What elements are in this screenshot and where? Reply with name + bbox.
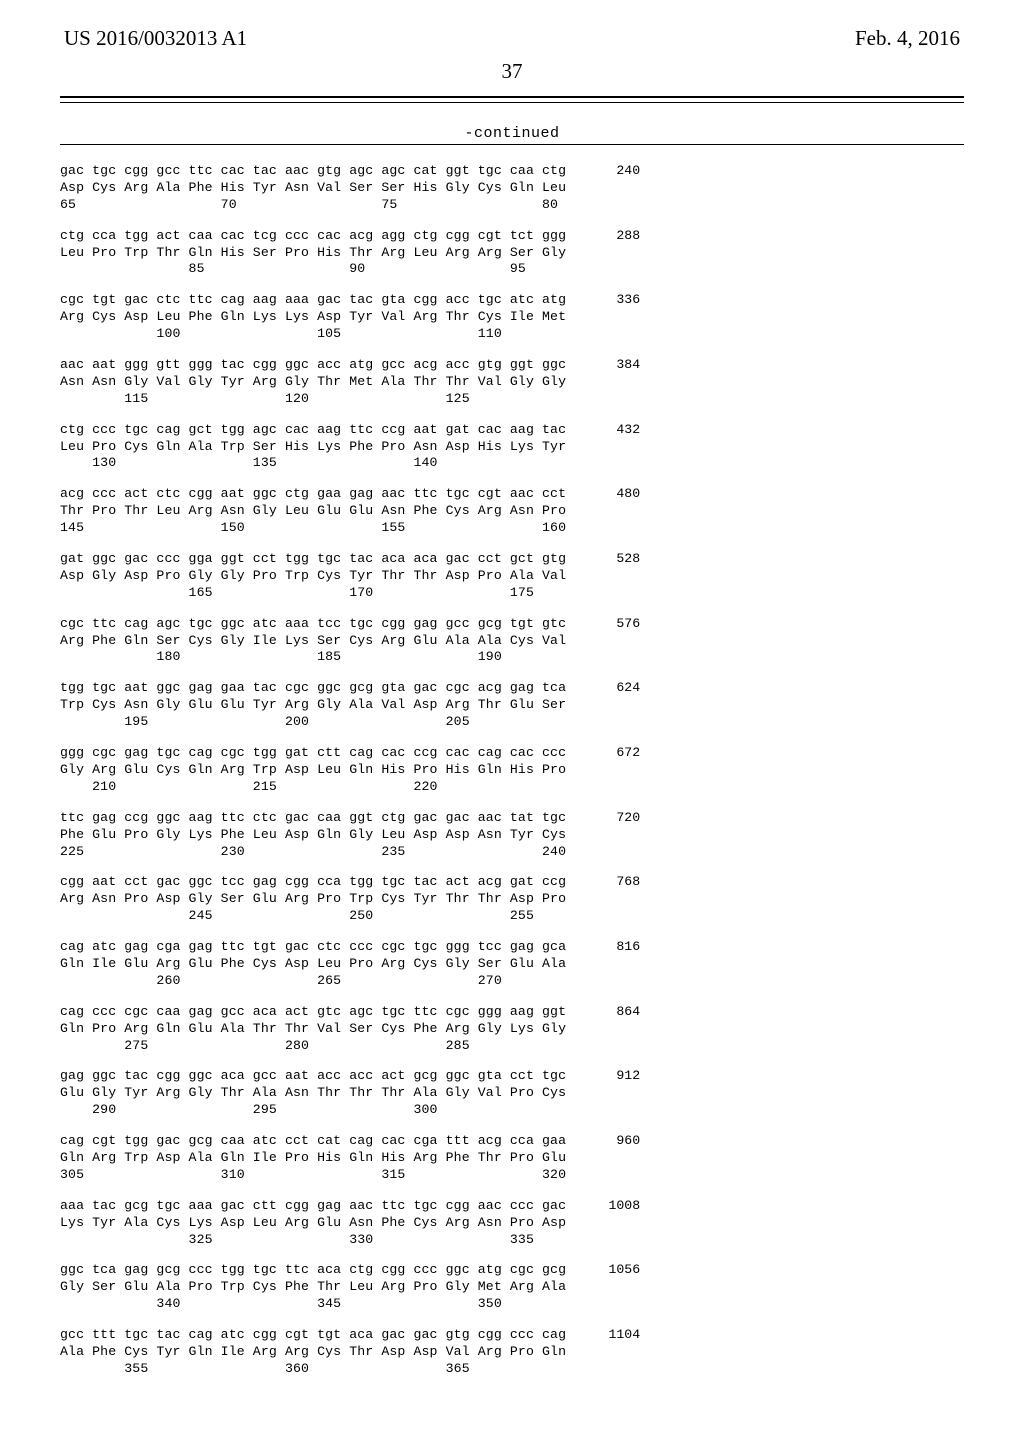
sequence-position: 240 (566, 163, 640, 214)
sequence-lines: cgc ttc cag agc tgc ggc atc aaa tcc tgc … (60, 616, 566, 667)
sequence-position: 720 (566, 810, 640, 861)
sequence-block: aaa tac gcg tgc aaa gac ctt cgg gag aac … (60, 1198, 964, 1249)
sequence-block: cag ccc cgc caa gag gcc aca act gtc agc … (60, 1004, 964, 1055)
sequence-position: 960 (566, 1133, 640, 1184)
sequence-position: 672 (566, 745, 640, 796)
sequence-lines: ggc tca gag gcg ccc tgg tgc ttc aca ctg … (60, 1262, 566, 1313)
sequence-position: 1008 (566, 1198, 640, 1249)
sequence-block: ggc tca gag gcg ccc tgg tgc ttc aca ctg … (60, 1262, 964, 1313)
sequence-lines: cgg aat cct gac ggc tcc gag cgg cca tgg … (60, 874, 566, 925)
sequence-block: tgg tgc aat ggc gag gaa tac cgc ggc gcg … (60, 680, 964, 731)
sequence-block: ctg ccc tgc cag gct tgg agc cac aag ttc … (60, 422, 964, 473)
sequence-position: 1104 (566, 1327, 640, 1378)
sequence-block: gat ggc gac ccc gga ggt cct tgg tgc tac … (60, 551, 964, 602)
sequence-block: gag ggc tac cgg ggc aca gcc aat acc acc … (60, 1068, 964, 1119)
sequence-position: 624 (566, 680, 640, 731)
sequence-block: aac aat ggg gtt ggg tac cgg ggc acc atg … (60, 357, 964, 408)
page-number: 37 (60, 59, 964, 84)
page: US 2016/0032013 A1 Feb. 4, 2016 37 -cont… (0, 0, 1024, 1432)
sequence-block: gac tgc cgg gcc ttc cac tac aac gtg agc … (60, 163, 964, 214)
sequence-position: 1056 (566, 1262, 640, 1313)
sequence-position: 528 (566, 551, 640, 602)
sequence-position: 336 (566, 292, 640, 343)
sequence-lines: tgg tgc aat ggc gag gaa tac cgc ggc gcg … (60, 680, 566, 731)
sequence-position: 768 (566, 874, 640, 925)
sequence-position: 432 (566, 422, 640, 473)
sequence-lines: gcc ttt tgc tac cag atc cgg cgt tgt aca … (60, 1327, 566, 1378)
sequence-lines: ggg cgc gag tgc cag cgc tgg gat ctt cag … (60, 745, 566, 796)
sequence-position: 384 (566, 357, 640, 408)
sequence-lines: cag ccc cgc caa gag gcc aca act gtc agc … (60, 1004, 566, 1055)
sequence-position: 816 (566, 939, 640, 990)
top-rule (60, 96, 964, 103)
sequence-lines: ctg ccc tgc cag gct tgg agc cac aag ttc … (60, 422, 566, 473)
sequence-block: acg ccc act ctc cgg aat ggc ctg gaa gag … (60, 486, 964, 537)
sequence-lines: aac aat ggg gtt ggg tac cgg ggc acc atg … (60, 357, 566, 408)
sequence-position: 480 (566, 486, 640, 537)
sequence-position: 576 (566, 616, 640, 667)
sequence-position: 288 (566, 228, 640, 279)
sequence-lines: cag cgt tgg gac gcg caa atc cct cat cag … (60, 1133, 566, 1184)
sequence-lines: gat ggc gac ccc gga ggt cct tgg tgc tac … (60, 551, 566, 602)
page-header: US 2016/0032013 A1 Feb. 4, 2016 (60, 26, 964, 51)
sequence-lines: ctg cca tgg act caa cac tcg ccc cac acg … (60, 228, 566, 279)
sequence-lines: gag ggc tac cgg ggc aca gcc aat acc acc … (60, 1068, 566, 1119)
sequence-lines: cag atc gag cga gag ttc tgt gac ctc ccc … (60, 939, 566, 990)
sequence-block: cgc tgt gac ctc ttc cag aag aaa gac tac … (60, 292, 964, 343)
sequence-lines: ttc gag ccg ggc aag ttc ctc gac caa ggt … (60, 810, 566, 861)
sequence-block: gcc ttt tgc tac cag atc cgg cgt tgt aca … (60, 1327, 964, 1378)
publication-date: Feb. 4, 2016 (855, 26, 960, 51)
sequence-lines: acg ccc act ctc cgg aat ggc ctg gaa gag … (60, 486, 566, 537)
sequence-lines: cgc tgt gac ctc ttc cag aag aaa gac tac … (60, 292, 566, 343)
sequence-block: ctg cca tgg act caa cac tcg ccc cac acg … (60, 228, 964, 279)
sequence-position: 864 (566, 1004, 640, 1055)
sequence-block: ttc gag ccg ggc aag ttc ctc gac caa ggt … (60, 810, 964, 861)
sequence-block: cgc ttc cag agc tgc ggc atc aaa tcc tgc … (60, 616, 964, 667)
sequence-block: cag atc gag cga gag ttc tgt gac ctc ccc … (60, 939, 964, 990)
sequence-block: ggg cgc gag tgc cag cgc tgg gat ctt cag … (60, 745, 964, 796)
sequence-position: 912 (566, 1068, 640, 1119)
sequence-lines: gac tgc cgg gcc ttc cac tac aac gtg agc … (60, 163, 566, 214)
mid-rule (60, 144, 964, 145)
sequence-listing: gac tgc cgg gcc ttc cac tac aac gtg agc … (60, 163, 964, 1378)
sequence-lines: aaa tac gcg tgc aaa gac ctt cgg gag aac … (60, 1198, 566, 1249)
sequence-block: cag cgt tgg gac gcg caa atc cct cat cag … (60, 1133, 964, 1184)
sequence-block: cgg aat cct gac ggc tcc gag cgg cca tgg … (60, 874, 964, 925)
publication-number: US 2016/0032013 A1 (64, 26, 247, 51)
continued-label: -continued (60, 125, 964, 142)
